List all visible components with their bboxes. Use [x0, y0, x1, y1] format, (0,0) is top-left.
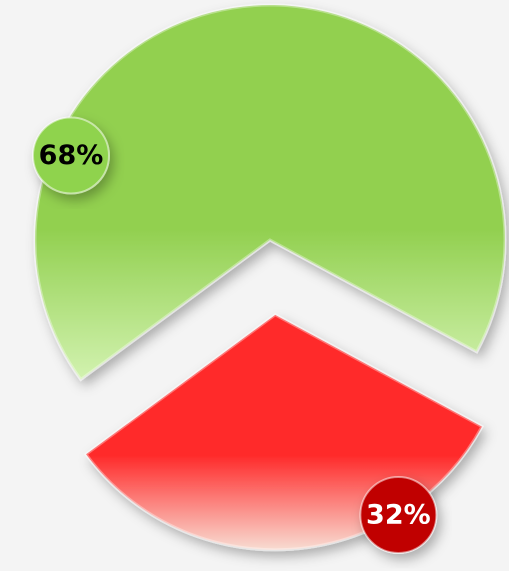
label-badge: [31, 116, 110, 195]
value-label: 32%: [366, 499, 431, 530]
label-badge: [359, 475, 438, 554]
pie-slice: [33, 3, 507, 382]
value-label: 68%: [39, 140, 104, 171]
